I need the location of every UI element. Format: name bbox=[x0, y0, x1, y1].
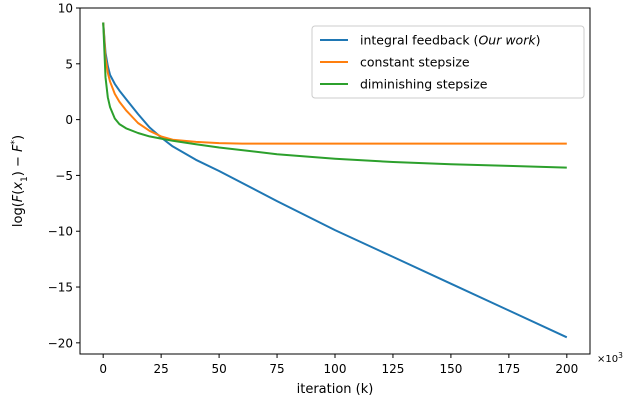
x-axis-label: iteration (k) bbox=[297, 382, 374, 397]
x-tick-label: 75 bbox=[269, 362, 284, 376]
x-tick-label: 125 bbox=[382, 362, 405, 376]
y-axis-label: log(F(x1) − F*) bbox=[10, 135, 30, 227]
legend-label-1: constant stepsize bbox=[360, 55, 470, 70]
series-line-1 bbox=[102, 22, 567, 145]
y-tick-label: −10 bbox=[48, 225, 73, 239]
x-tick-label: 50 bbox=[211, 362, 226, 376]
y-tick-label: 0 bbox=[65, 113, 73, 127]
x-tick-label: 0 bbox=[99, 362, 107, 376]
series-layer bbox=[102, 22, 568, 339]
x-tick-label: 200 bbox=[555, 362, 578, 376]
legend-label-2: diminishing stepsize bbox=[360, 77, 488, 92]
y-tick-label: 10 bbox=[58, 2, 73, 16]
series-line-0 bbox=[102, 22, 568, 339]
y-tick-label: −20 bbox=[48, 336, 73, 350]
x-tick-label: 175 bbox=[497, 362, 520, 376]
y-tick-label: −5 bbox=[55, 169, 73, 183]
legend-label-0: integral feedback (Our work) bbox=[360, 33, 540, 48]
y-tick-label: −15 bbox=[48, 281, 73, 295]
series-line-2 bbox=[102, 22, 567, 169]
legend-box bbox=[311, 25, 585, 99]
ticks-layer: 0 25 50 75 100 125 150 175 200 −20 −15 −10 −5 0 5 10 bbox=[48, 2, 579, 377]
x-tick-label: 150 bbox=[439, 362, 462, 376]
x-axis-multiplier: ×103 bbox=[597, 351, 623, 366]
x-tick-label: 25 bbox=[153, 362, 168, 376]
legend: integral feedback (Our work) constant ste… bbox=[311, 25, 585, 99]
x-tick-label: 100 bbox=[324, 362, 347, 376]
y-tick-label: 5 bbox=[65, 57, 73, 71]
